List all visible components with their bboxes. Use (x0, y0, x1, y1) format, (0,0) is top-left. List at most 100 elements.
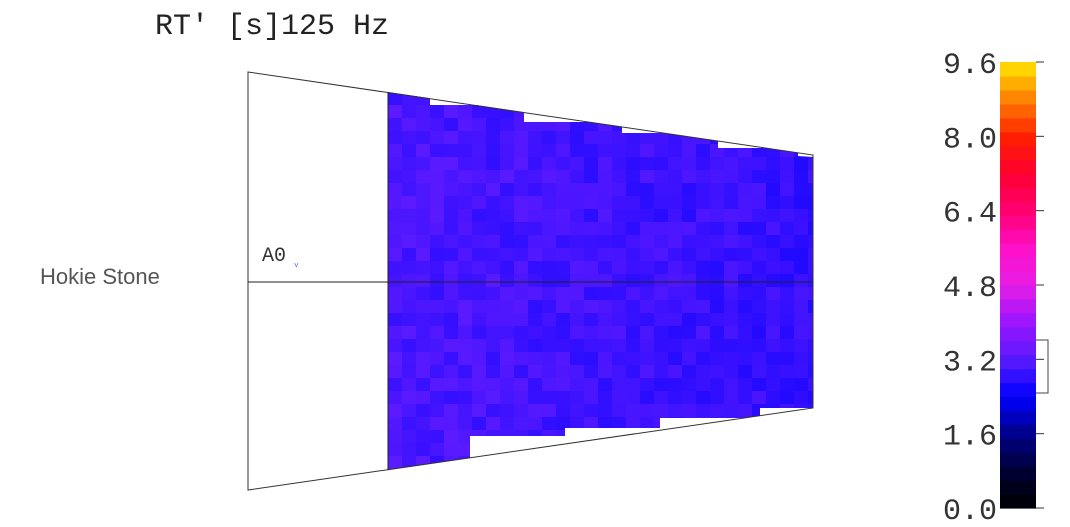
colorbar-swatch (1000, 452, 1036, 467)
heatmap-cell (640, 326, 655, 340)
heatmap-cell (472, 131, 487, 145)
heatmap-cell (542, 417, 557, 431)
heatmap-cell (570, 469, 585, 470)
heatmap-cell (668, 378, 683, 392)
heatmap-cell (514, 300, 529, 314)
heatmap-cell (794, 170, 809, 184)
heatmap-cell (626, 196, 641, 210)
heatmap-cell (570, 378, 585, 392)
heatmap-cell (724, 326, 739, 340)
heatmap-cell (570, 261, 585, 275)
heatmap-cell (626, 222, 641, 236)
heatmap-cell (640, 313, 655, 327)
colorbar-swatch (1000, 131, 1036, 147)
heatmap-cell (598, 274, 613, 288)
heatmap-cell (514, 144, 529, 158)
heatmap-cell (808, 196, 813, 210)
heatmap-cell (388, 274, 403, 288)
heatmap-cell (472, 287, 487, 301)
heatmap-cell (500, 365, 515, 379)
heatmap-cell (626, 235, 641, 249)
heatmap-cell (570, 313, 585, 327)
heatmap-cell (724, 183, 739, 197)
heatmap-cell (542, 391, 557, 405)
heatmap-cell (388, 261, 403, 275)
heatmap-cell (472, 248, 487, 262)
heatmap-cell (752, 157, 767, 171)
heatmap-cell (500, 326, 515, 340)
heatmap-cell (598, 248, 613, 262)
heatmap-cell (598, 417, 613, 431)
heatmap-cell (402, 365, 417, 379)
heatmap-cell (458, 144, 473, 158)
heatmap-cell (528, 339, 543, 353)
heatmap-cell (416, 170, 431, 184)
heatmap-cell (696, 235, 711, 249)
heatmap-cell (402, 92, 417, 106)
heatmap-cell (430, 378, 445, 392)
heatmap-cell (542, 209, 557, 223)
heatmap-cell (528, 313, 543, 327)
heatmap-cell (458, 131, 473, 145)
heatmap-cell (430, 352, 445, 366)
heatmap-cell (542, 131, 557, 145)
heatmap-cell (668, 261, 683, 275)
heatmap-cell (570, 157, 585, 171)
heatmap-cell (570, 274, 585, 288)
heatmap-cell (388, 118, 403, 132)
heatmap-cell (612, 235, 627, 249)
heatmap-cell (668, 326, 683, 340)
heatmap-cell (472, 183, 487, 197)
heatmap-cell (612, 417, 627, 431)
heatmap-cell (542, 469, 557, 470)
colorbar-swatch (1000, 215, 1036, 230)
heatmap-cell (612, 170, 627, 184)
heatmap-cell (556, 274, 571, 288)
heatmap-cell (570, 170, 585, 184)
heatmap-cell (444, 378, 459, 392)
heatmap-cell (514, 352, 529, 366)
heatmap-cell (612, 365, 627, 379)
heatmap-cell (668, 144, 683, 158)
heatmap-cell (626, 417, 641, 431)
heatmap-cell (416, 430, 431, 444)
heatmap-cell (668, 248, 683, 262)
heatmap-cell (738, 261, 753, 275)
heatmap-cell (514, 391, 529, 405)
heatmap-cell (444, 248, 459, 262)
heatmap-cell (808, 183, 813, 197)
heatmap-cell (444, 170, 459, 184)
heatmap-cell (668, 235, 683, 249)
colorbar-swatch (1000, 424, 1036, 439)
heatmap-cell (472, 378, 487, 392)
colorbar-swatch (1000, 396, 1036, 412)
heatmap-cell (388, 235, 403, 249)
heatmap-cell (458, 261, 473, 275)
heatmap-cell (528, 248, 543, 262)
heatmap-cell (472, 274, 487, 288)
heatmap-cell (556, 235, 571, 249)
heatmap-cell (388, 430, 403, 444)
heatmap-cell (612, 131, 627, 145)
heatmap-cell (486, 196, 501, 210)
heatmap-cell (808, 365, 813, 379)
colorbar-tick-label: 3.2 (943, 346, 997, 380)
heatmap-cell (766, 352, 781, 366)
heatmap-cell (388, 105, 403, 119)
heatmap-cell (598, 170, 613, 184)
heatmap-cell (640, 339, 655, 353)
heatmap-cell (472, 222, 487, 236)
heatmap-cell (514, 157, 529, 171)
heatmap-cell (598, 404, 613, 418)
heatmap-cell (430, 235, 445, 249)
heatmap-cell (556, 196, 571, 210)
heatmap-cell (542, 222, 557, 236)
heatmap-cell (766, 339, 781, 353)
heatmap-cell (794, 287, 809, 301)
heatmap-cell (570, 248, 585, 262)
colorbar-swatch (1000, 243, 1036, 258)
range-bracket (1036, 339, 1049, 394)
heatmap-cell (738, 222, 753, 236)
heatmap-cell (430, 183, 445, 197)
heatmap-cell (612, 313, 627, 327)
